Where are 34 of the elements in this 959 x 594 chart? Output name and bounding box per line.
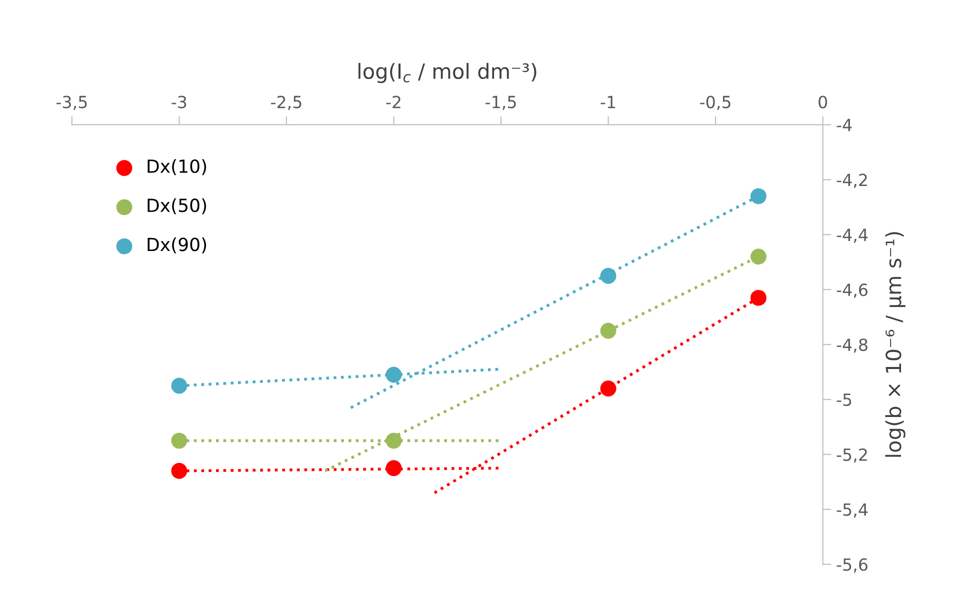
point: [171, 462, 188, 479]
x-tick-label: 0: [818, 96, 828, 108]
x-tick-label: -2,5: [271, 96, 302, 110]
x-tick-label: -1,5: [486, 96, 516, 110]
point: [600, 322, 616, 339]
point: [600, 380, 616, 396]
point: [750, 188, 766, 204]
point: [386, 432, 402, 449]
point: [750, 290, 766, 306]
x-tick-label: -3,5: [56, 96, 87, 110]
x-tick-label: -1: [600, 96, 616, 108]
point: [750, 248, 766, 265]
y-tick-label: -4,6: [836, 284, 868, 298]
legend-label: Dx(50): [148, 198, 206, 214]
x-tick-label: -0,5: [700, 96, 730, 110]
point: [171, 432, 188, 449]
legend-label: Dx(90): [148, 237, 206, 254]
point: [171, 378, 188, 394]
y-tick-label: -5,6: [836, 558, 868, 573]
x-axis-title: log(I$_{c}$ / mol dm⁻³): [358, 62, 536, 84]
y-tick-label: -4,2: [836, 174, 867, 188]
y-tick-label: -4,8: [836, 338, 868, 353]
legend-label: Dx(10): [148, 159, 206, 176]
y-tick-label: -4: [836, 118, 852, 132]
y-tick-label: -4,4: [836, 228, 868, 243]
point: [600, 268, 616, 284]
y-axis-title: log(b × 10⁻⁶ / µm s⁻¹): [885, 232, 906, 457]
y-tick-label: -5: [836, 394, 852, 406]
x-tick-label: -2: [386, 96, 400, 108]
x-tick-label: -3: [172, 96, 186, 108]
point: [386, 366, 402, 383]
y-tick-label: -5,4: [836, 504, 868, 518]
y-tick-label: -5,2: [836, 448, 867, 463]
point: [386, 460, 402, 476]
